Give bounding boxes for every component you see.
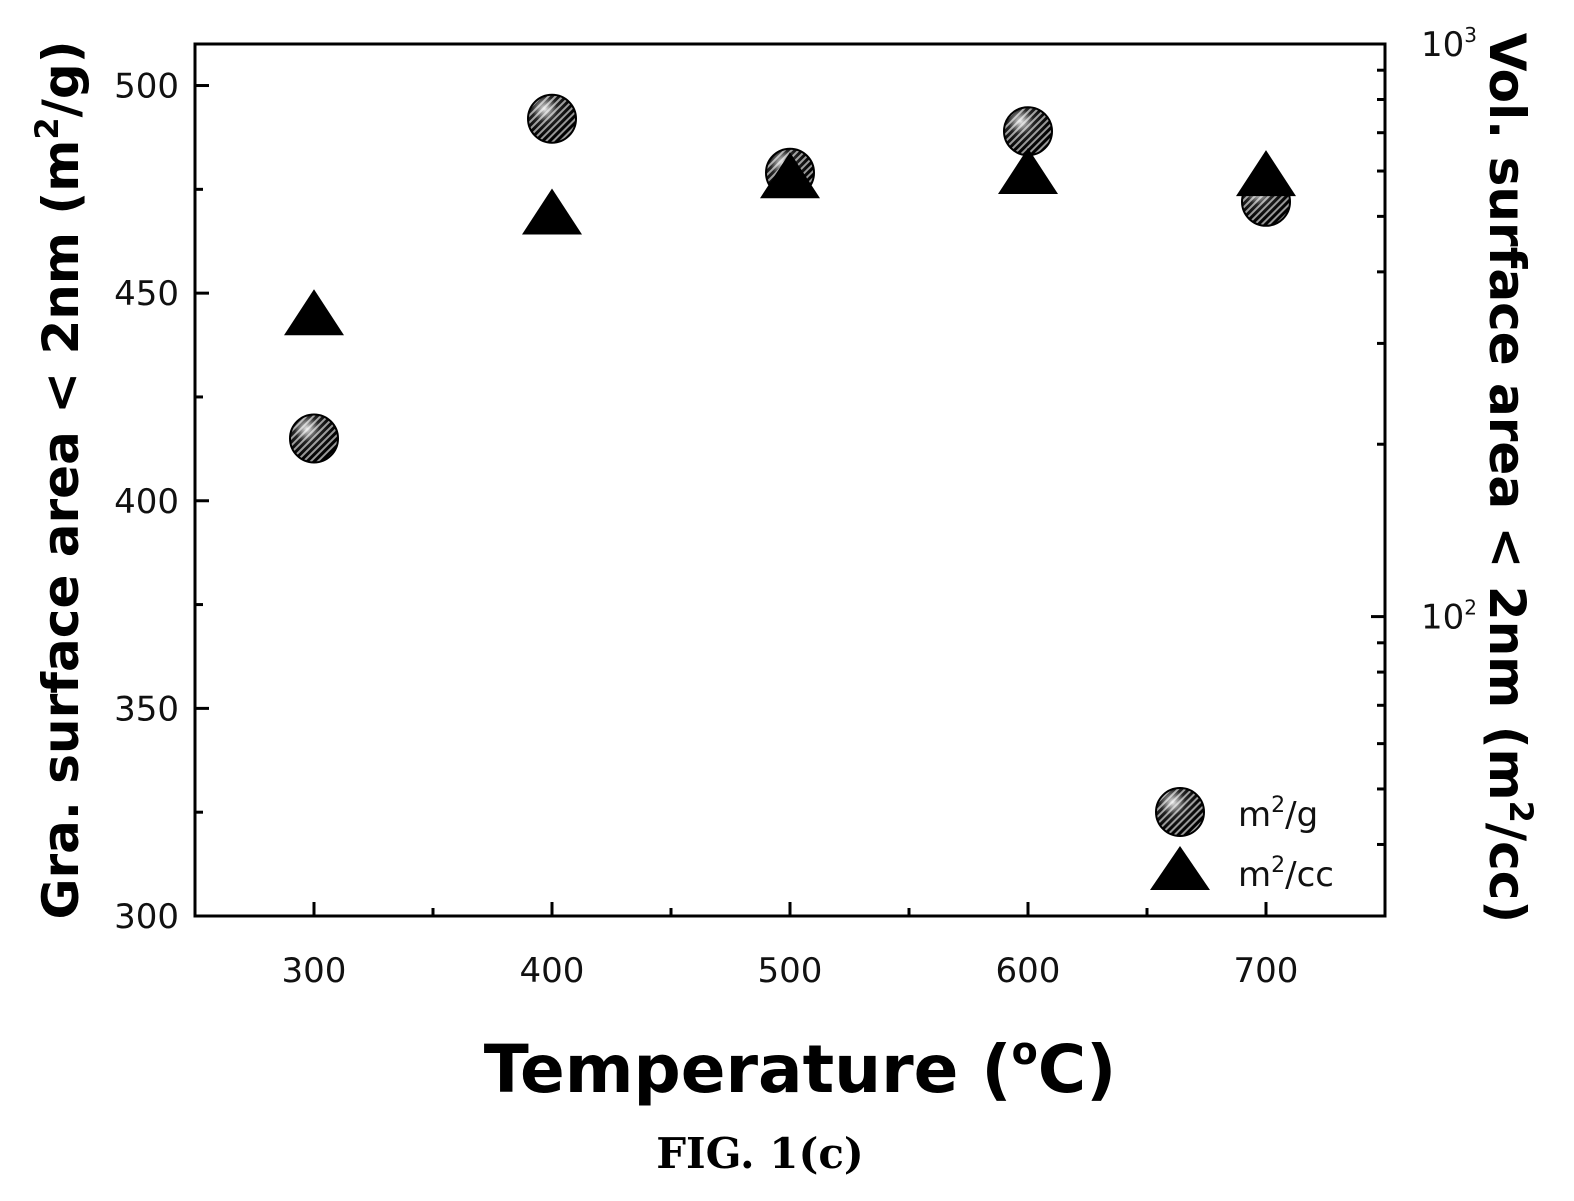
x-tick-label: 700 — [1234, 951, 1299, 991]
legend-label-m2-per-cc: m2/cc — [1238, 853, 1334, 895]
data-point-triangle — [522, 188, 582, 235]
left-y-tick-label: 300 — [114, 897, 179, 937]
legend-triangle-marker — [1150, 846, 1210, 890]
legend-label-m2-per-g: m2/g — [1238, 793, 1318, 835]
left-y-tick-label: 350 — [114, 689, 179, 729]
figure-caption: FIG. 1(c) — [656, 1129, 864, 1178]
x-axis-tick-labels: 300 400 500 600 700 — [282, 951, 1299, 991]
data-point-triangle — [1236, 150, 1296, 197]
legend-circle-marker — [1155, 787, 1205, 837]
left-y-tick-label: 500 — [114, 67, 179, 107]
series-m2-per-cc — [284, 148, 1296, 336]
x-tick-label: 500 — [758, 951, 823, 991]
right-y-tick-label: 102 — [1421, 596, 1477, 638]
x-tick-label: 400 — [520, 951, 585, 991]
right-y-axis-ticks — [1371, 42, 1385, 918]
x-axis-ticks — [193, 902, 1387, 916]
left-y-axis-ticks — [195, 84, 209, 918]
left-y-tick-label: 400 — [114, 482, 179, 522]
data-point-triangle — [760, 152, 820, 199]
right-y-axis-title: Vol. surface area < 2nm (m2/cc) — [1478, 33, 1540, 924]
left-y-axis-title: Gra. surface area < 2nm (m2/g) — [28, 40, 90, 919]
left-y-tick-label: 450 — [114, 274, 179, 314]
x-axis-title: Temperature (oC) — [484, 1029, 1117, 1108]
data-point-triangle — [284, 289, 344, 336]
data-point-circle — [1003, 106, 1053, 157]
left-y-axis-tick-labels: 300 350 400 450 500 — [114, 67, 179, 937]
data-point-circle — [527, 93, 577, 144]
data-point-triangle — [998, 148, 1058, 195]
x-tick-label: 300 — [282, 951, 347, 991]
series-m2-per-g — [289, 93, 1291, 464]
right-y-tick-label: 103 — [1421, 23, 1477, 65]
legend: m2/g m2/cc — [1150, 787, 1334, 895]
x-tick-label: 600 — [996, 951, 1061, 991]
right-y-axis-tick-labels: 102 103 — [1421, 23, 1477, 638]
data-point-circle — [289, 413, 339, 464]
